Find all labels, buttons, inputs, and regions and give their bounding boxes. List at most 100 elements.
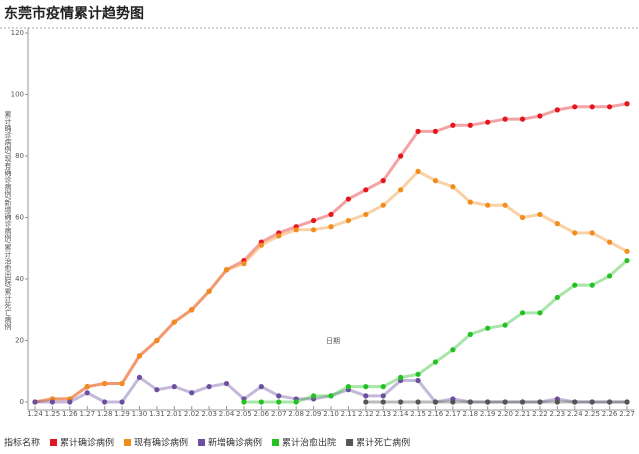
legend-label[interactable]: 累计确诊病例 bbox=[60, 437, 114, 449]
x-tick-label: 2.16 bbox=[428, 410, 444, 418]
data-point bbox=[450, 347, 455, 352]
x-tick-label: 1.25 bbox=[45, 410, 61, 418]
data-point bbox=[363, 393, 368, 398]
data-point bbox=[572, 104, 577, 109]
data-point bbox=[503, 323, 508, 328]
data-point bbox=[85, 390, 90, 395]
x-tick-label: 2.12 bbox=[358, 410, 374, 418]
data-point bbox=[189, 307, 194, 312]
data-point bbox=[555, 295, 560, 300]
x-tick-label: 2.14 bbox=[393, 410, 409, 418]
data-point bbox=[607, 104, 612, 109]
x-tick-label: 2.24 bbox=[567, 410, 583, 418]
y-tick-label: 40 bbox=[15, 275, 24, 283]
data-point bbox=[172, 384, 177, 389]
data-point bbox=[207, 384, 212, 389]
data-point bbox=[259, 384, 264, 389]
data-point bbox=[607, 399, 612, 404]
x-axis-label: 日期 bbox=[326, 337, 340, 345]
data-point bbox=[415, 372, 420, 377]
x-tick-label: 2.21 bbox=[515, 410, 531, 418]
data-point bbox=[346, 218, 351, 223]
data-point bbox=[607, 273, 612, 278]
data-point bbox=[276, 393, 281, 398]
x-tick-label: 2.15 bbox=[410, 410, 426, 418]
x-tick-label: 2.02 bbox=[184, 410, 200, 418]
legend-swatch[interactable] bbox=[124, 439, 131, 446]
data-point bbox=[450, 123, 455, 128]
series-line bbox=[35, 104, 627, 402]
series-line bbox=[244, 261, 627, 402]
x-tick-label: 2.05 bbox=[236, 410, 252, 418]
x-tick-label: 1.28 bbox=[97, 410, 113, 418]
legend-label[interactable]: 累计治愈出院 bbox=[282, 437, 336, 449]
legend-swatch[interactable] bbox=[50, 439, 57, 446]
x-tick-label: 2.01 bbox=[166, 410, 182, 418]
legend-swatch[interactable] bbox=[346, 439, 353, 446]
data-point bbox=[624, 249, 629, 254]
legend-label[interactable]: 累计死亡病例 bbox=[356, 437, 410, 449]
data-point bbox=[450, 184, 455, 189]
y-tick-label: 120 bbox=[11, 29, 24, 37]
data-point bbox=[398, 187, 403, 192]
x-tick-label: 2.25 bbox=[584, 410, 600, 418]
data-point bbox=[241, 261, 246, 266]
legend-label[interactable]: 现有确诊病例 bbox=[134, 437, 188, 449]
data-point bbox=[468, 399, 473, 404]
data-point bbox=[555, 221, 560, 226]
data-point bbox=[363, 212, 368, 217]
data-point bbox=[590, 283, 595, 288]
data-point bbox=[119, 381, 124, 386]
x-tick-label: 1.24 bbox=[27, 410, 43, 418]
data-point bbox=[294, 227, 299, 232]
data-point bbox=[415, 378, 420, 383]
data-point bbox=[67, 399, 72, 404]
x-tick-label: 1.27 bbox=[79, 410, 95, 418]
chart-title: 东莞市疫情累计趋势图 bbox=[4, 5, 144, 22]
data-point bbox=[450, 399, 455, 404]
x-tick-label: 2.27 bbox=[619, 410, 635, 418]
data-point bbox=[503, 399, 508, 404]
x-tick-label: 2.10 bbox=[323, 410, 339, 418]
legend-swatch[interactable] bbox=[272, 439, 279, 446]
y-tick-label: 100 bbox=[11, 91, 24, 99]
data-point bbox=[590, 230, 595, 235]
data-point bbox=[398, 399, 403, 404]
x-tick-label: 1.31 bbox=[149, 410, 165, 418]
y-tick-label: 60 bbox=[15, 214, 24, 222]
data-point bbox=[294, 399, 299, 404]
data-point bbox=[363, 399, 368, 404]
data-point bbox=[381, 384, 386, 389]
data-point bbox=[537, 310, 542, 315]
data-point bbox=[415, 129, 420, 134]
x-tick-label: 2.17 bbox=[445, 410, 461, 418]
x-tick-label: 2.20 bbox=[497, 410, 513, 418]
data-point bbox=[607, 240, 612, 245]
x-tick-label: 2.03 bbox=[201, 410, 217, 418]
data-point bbox=[154, 387, 159, 392]
data-point bbox=[259, 399, 264, 404]
data-point bbox=[276, 233, 281, 238]
legend-label[interactable]: 新增确诊病例 bbox=[208, 437, 262, 449]
y-tick-label: 80 bbox=[15, 152, 24, 160]
data-point bbox=[398, 153, 403, 158]
data-point bbox=[520, 117, 525, 122]
data-point bbox=[381, 203, 386, 208]
data-point bbox=[433, 178, 438, 183]
data-point bbox=[346, 384, 351, 389]
data-point bbox=[468, 200, 473, 205]
data-point bbox=[224, 267, 229, 272]
data-point bbox=[590, 104, 595, 109]
x-tick-label: 2.04 bbox=[219, 410, 235, 418]
data-point bbox=[119, 399, 124, 404]
legend-swatch[interactable] bbox=[198, 439, 205, 446]
data-point bbox=[328, 393, 333, 398]
data-point bbox=[572, 283, 577, 288]
x-tick-label: 2.06 bbox=[254, 410, 270, 418]
data-point bbox=[381, 399, 386, 404]
x-tick-label: 2.11 bbox=[341, 410, 357, 418]
data-point bbox=[241, 399, 246, 404]
x-tick-label: 2.07 bbox=[271, 410, 287, 418]
data-point bbox=[189, 390, 194, 395]
data-point bbox=[276, 399, 281, 404]
